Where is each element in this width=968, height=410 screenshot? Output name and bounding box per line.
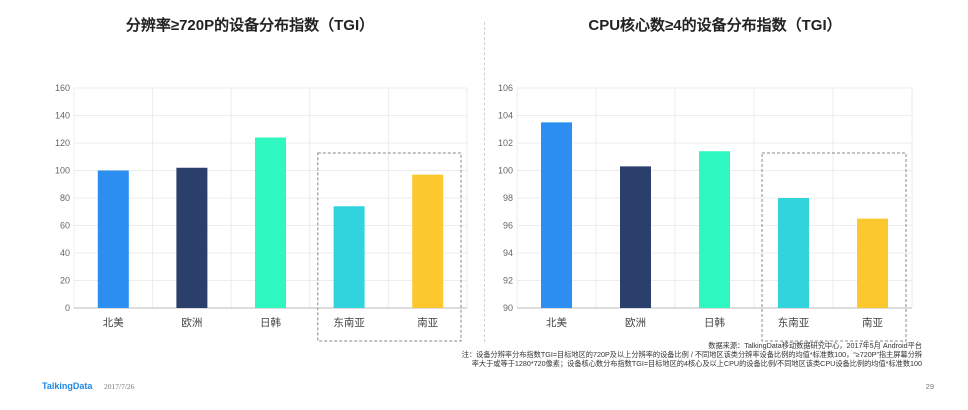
bar-5 [857,218,888,308]
bar-3 [699,151,730,308]
page-number: 29 [925,382,934,391]
category-label: 欧洲 [625,317,646,329]
category-label: 南亚 [862,316,883,329]
y-tick-label: 104 [498,111,513,121]
y-tick-label: 92 [503,276,513,286]
y-tick-label: 40 [60,248,70,258]
category-label: 日韩 [260,316,281,329]
left-bar-chart: 0 20 40 60 80 100 120 140 160 北美 欧洲 日韩 东南亚 南亚 [55,83,468,342]
y-tick-label: 94 [503,248,513,258]
y-tick-label: 140 [55,111,70,121]
right-bar-chart: 90 92 94 96 98 100 102 104 106 北美 欧洲 日韩 东南亚 南亚 [498,83,913,342]
category-label: 日韩 [704,316,725,329]
bar-5 [412,174,444,308]
y-tick-label: 100 [498,166,513,176]
left-chart-title: 分辨率≥720P的设备分布指数（TGI） [125,17,375,34]
y-tick-label: 120 [55,138,70,148]
footnote-line-2: 率大于或等于1280*720像素；设备核心数分布指数TGI=目标地区的4核心及以… [471,359,922,368]
y-tick-label: 98 [503,193,513,203]
right-chart-title: CPU核心数≥4的设备分布指数（TGI） [588,17,842,34]
y-tick-label: 160 [55,83,70,93]
footnote-line-1: 注：设备分辨率分布指数TGI=目标地区的720P及以上分辨率的设备比例 / 不同… [461,350,922,359]
y-tick-label: 60 [60,221,70,231]
y-tick-label: 20 [60,276,70,286]
y-tick-label: 100 [55,166,70,176]
y-tick-label: 106 [498,83,513,93]
bar-1 [97,170,129,308]
data-source-note: 数据来源：TalkingData移动数据研究中心，2017年5月 Android… [708,341,922,350]
report-date: 2017/7/26 [104,382,135,391]
brand-logo-text: TalkingData [42,381,93,391]
bar-2 [176,167,208,308]
y-tick-label: 90 [503,303,513,313]
category-label: 北美 [103,316,124,329]
category-label: 欧洲 [181,317,202,329]
bar-4 [333,206,365,308]
bar-3 [255,137,286,308]
charts-divider [484,22,485,342]
y-tick-label: 0 [65,303,70,313]
bar-1 [541,122,572,308]
y-tick-label: 102 [498,138,513,148]
y-tick-label: 80 [60,193,70,203]
category-label: 南亚 [417,316,438,329]
bar-2 [620,166,651,308]
category-label: 东南亚 [333,316,365,329]
highlight-box [761,152,907,342]
bar-4 [778,198,809,308]
category-label: 北美 [546,316,567,329]
highlight-box [317,152,462,342]
category-label: 东南亚 [778,316,810,329]
y-tick-label: 96 [503,221,513,231]
